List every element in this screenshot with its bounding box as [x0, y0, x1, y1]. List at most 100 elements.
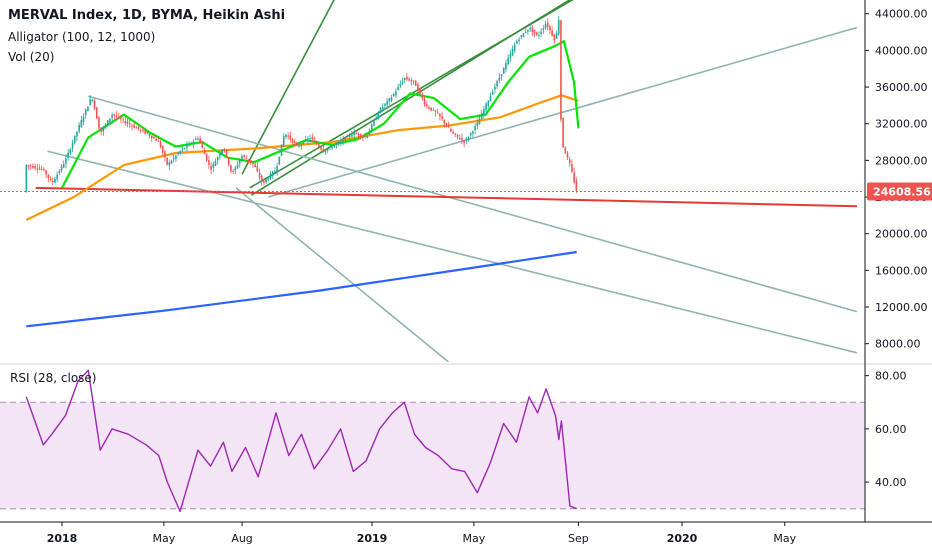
candle-body[interactable] — [465, 138, 468, 141]
candle-body[interactable] — [232, 170, 234, 172]
candle-body[interactable] — [124, 120, 127, 124]
candle-body[interactable] — [36, 168, 39, 170]
candle-body[interactable] — [318, 144, 320, 148]
candle-body[interactable] — [161, 146, 164, 153]
candle-body[interactable] — [485, 103, 487, 111]
candle-body[interactable] — [76, 131, 78, 137]
candle-body[interactable] — [164, 151, 166, 158]
candle-body[interactable] — [249, 160, 252, 163]
candle-body[interactable] — [265, 179, 267, 183]
candle-body[interactable] — [375, 118, 377, 121]
candle-body[interactable] — [494, 86, 496, 90]
candle-body[interactable] — [417, 84, 419, 91]
candle-body[interactable] — [254, 164, 256, 167]
candle-body[interactable] — [309, 138, 311, 140]
candle-body[interactable] — [252, 162, 254, 165]
candle-body[interactable] — [296, 142, 298, 146]
candle-body[interactable] — [126, 121, 129, 124]
candle-body[interactable] — [315, 142, 318, 145]
candle-body[interactable] — [304, 139, 307, 142]
candle-body[interactable] — [197, 138, 199, 140]
candle-body[interactable] — [397, 86, 399, 91]
candle-body[interactable] — [285, 134, 287, 137]
candle-body[interactable] — [298, 145, 300, 147]
candle-body[interactable] — [533, 29, 536, 34]
candle-body[interactable] — [502, 67, 505, 74]
candle-body[interactable] — [280, 144, 283, 156]
candle-body[interactable] — [210, 166, 212, 171]
candle-body[interactable] — [546, 22, 549, 27]
candle-body[interactable] — [155, 138, 157, 141]
candle-body[interactable] — [410, 80, 413, 82]
candle-body[interactable] — [221, 149, 223, 155]
candle-body[interactable] — [43, 169, 45, 171]
candle-body[interactable] — [34, 166, 36, 169]
candle-body[interactable] — [450, 128, 452, 132]
candle-body[interactable] — [538, 35, 540, 37]
candle-body[interactable] — [340, 141, 342, 143]
candle-body[interactable] — [153, 137, 155, 139]
candle-body[interactable] — [263, 180, 265, 183]
candle-body[interactable] — [65, 158, 67, 164]
candle-body[interactable] — [100, 127, 102, 132]
candle-body[interactable] — [87, 106, 89, 112]
symbol-legend[interactable]: MERVAL Index, 1D, BYMA, Heikin Ashi — [8, 8, 286, 23]
candle-body[interactable] — [553, 34, 556, 41]
candle-body[interactable] — [452, 131, 454, 134]
candle-body[interactable] — [549, 26, 551, 31]
candle-body[interactable] — [175, 155, 177, 159]
candle-body[interactable] — [142, 130, 144, 132]
candle-body[interactable] — [399, 83, 402, 87]
candle-body[interactable] — [384, 103, 386, 106]
candle-body[interactable] — [58, 171, 61, 174]
candle-body[interactable] — [192, 141, 195, 144]
candle-body[interactable] — [505, 63, 507, 70]
candle-body[interactable] — [150, 135, 153, 139]
candle-body[interactable] — [236, 164, 239, 168]
candle-body[interactable] — [527, 29, 529, 32]
candle-body[interactable] — [324, 151, 327, 153]
candle-body[interactable] — [555, 33, 558, 39]
candle-body[interactable] — [219, 153, 221, 157]
candle-body[interactable] — [395, 91, 397, 96]
candle-body[interactable] — [390, 97, 393, 101]
candle-body[interactable] — [49, 178, 52, 181]
candle-body[interactable] — [388, 98, 391, 102]
candle-body[interactable] — [69, 149, 72, 154]
candle-body[interactable] — [71, 142, 74, 149]
candle-body[interactable] — [447, 125, 450, 128]
candle-body[interactable] — [278, 156, 281, 165]
candle-body[interactable] — [441, 116, 443, 120]
candle-body[interactable] — [274, 170, 276, 173]
candle-body[interactable] — [131, 125, 133, 127]
candle-body[interactable] — [230, 165, 232, 172]
candle-body[interactable] — [73, 135, 76, 144]
candle-body[interactable] — [344, 138, 347, 140]
candle-body[interactable] — [458, 137, 461, 140]
candle-body[interactable] — [313, 141, 316, 143]
candle-body[interactable] — [104, 124, 107, 128]
candle-body[interactable] — [355, 133, 358, 135]
candle-body[interactable] — [379, 107, 382, 113]
candle-body[interactable] — [381, 106, 384, 109]
candle-body[interactable] — [331, 147, 333, 149]
candle-body[interactable] — [60, 165, 63, 171]
candle-body[interactable] — [333, 145, 336, 148]
candle-body[interactable] — [489, 95, 492, 102]
candle-body[interactable] — [300, 144, 303, 146]
alligator-lips-line[interactable] — [61, 40, 580, 189]
candle-body[interactable] — [146, 131, 149, 134]
candle-body[interactable] — [102, 127, 105, 132]
candle-body[interactable] — [212, 164, 215, 168]
candle-body[interactable] — [183, 147, 186, 150]
candle-body[interactable] — [243, 155, 245, 157]
candle-body[interactable] — [342, 139, 344, 143]
candle-body[interactable] — [159, 141, 162, 148]
candle-body[interactable] — [194, 138, 197, 140]
candle-body[interactable] — [291, 138, 294, 143]
candle-body[interactable] — [540, 31, 542, 35]
candle-body[interactable] — [258, 172, 261, 178]
candle-body[interactable] — [353, 132, 355, 135]
candle-body[interactable] — [62, 163, 65, 168]
